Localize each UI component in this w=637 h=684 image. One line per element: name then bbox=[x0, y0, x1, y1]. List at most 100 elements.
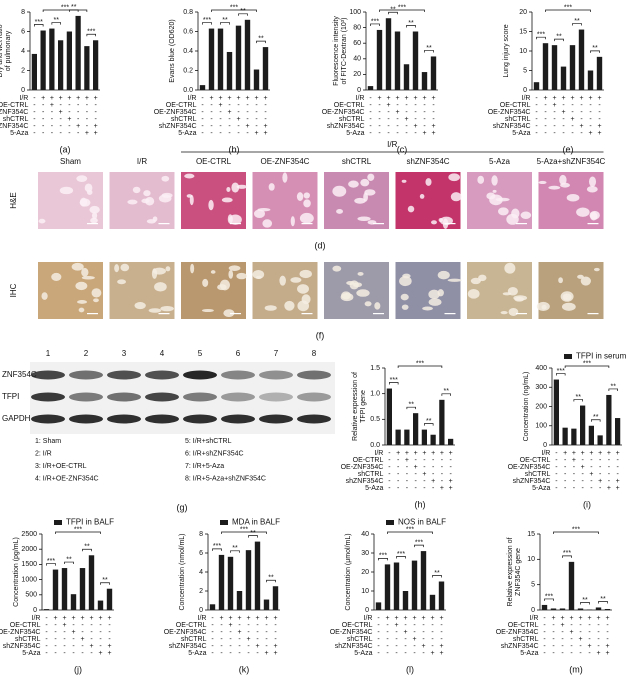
condition-sign: - bbox=[63, 629, 66, 636]
condition-sign: - bbox=[265, 629, 268, 636]
blot-band bbox=[183, 414, 217, 424]
bar bbox=[384, 564, 391, 610]
alveolus bbox=[374, 302, 381, 310]
lane-label: 5 bbox=[198, 349, 203, 358]
condition-sign: - bbox=[264, 116, 267, 123]
condition-sign: + bbox=[563, 450, 567, 457]
alveolus bbox=[231, 182, 240, 193]
y-tick-label: 200 bbox=[535, 403, 547, 410]
lane-legend: 5: I/R+shCTRL bbox=[185, 438, 232, 445]
alveolus bbox=[401, 179, 407, 183]
y-tick-label: 0.4 bbox=[183, 48, 193, 55]
condition-sign: - bbox=[377, 650, 380, 657]
condition-label: OE-ZNF354C bbox=[496, 629, 539, 636]
condition-label: shZNF354C bbox=[159, 123, 197, 130]
blot-band bbox=[297, 414, 331, 424]
alveolus bbox=[59, 186, 74, 195]
scale-bar bbox=[230, 223, 241, 225]
bar bbox=[586, 609, 593, 610]
bar bbox=[31, 53, 37, 90]
alveolus bbox=[299, 269, 312, 279]
condition-sign: - bbox=[589, 123, 592, 130]
condition-sign: - bbox=[45, 650, 48, 657]
alveolus bbox=[282, 172, 288, 183]
condition-sign: - bbox=[616, 471, 619, 478]
lane-legend: 7: I/R+5-Aza bbox=[185, 463, 224, 470]
condition-sign: - bbox=[388, 471, 391, 478]
condition-label: 5-Aza bbox=[532, 485, 550, 492]
y-tick-label: 0.5 bbox=[370, 416, 380, 423]
significance-label: *** bbox=[397, 551, 405, 558]
alveolus bbox=[148, 308, 162, 313]
condition-sign: - bbox=[423, 109, 426, 116]
y-axis-label: ZNF354C gene bbox=[515, 548, 522, 596]
alveolus bbox=[89, 205, 100, 214]
significance-label: ** bbox=[426, 45, 432, 52]
y-axis-label: Fluorescence intensity bbox=[333, 16, 340, 86]
condition-sign: + bbox=[569, 629, 573, 636]
y-tick-label: 20 bbox=[353, 71, 361, 78]
alveolus bbox=[161, 175, 170, 182]
bar bbox=[580, 405, 586, 445]
bar bbox=[411, 560, 418, 610]
lane-legend: 6: I/R+shZNF354C bbox=[185, 450, 244, 457]
condition-sign: - bbox=[579, 629, 582, 636]
condition-sign: - bbox=[229, 636, 232, 643]
y-tick-label: 1.5 bbox=[370, 365, 380, 372]
scale-bar bbox=[87, 313, 98, 315]
condition-sign: - bbox=[51, 109, 54, 116]
lane-label: 4 bbox=[160, 349, 165, 358]
alveolus bbox=[228, 269, 234, 279]
y-tick-label: 0.2 bbox=[183, 67, 193, 74]
condition-sign: - bbox=[42, 116, 45, 123]
y-tick-label: 10 bbox=[519, 48, 527, 55]
condition-label: OE-CTRL bbox=[334, 102, 365, 109]
significance-label: ** bbox=[240, 8, 246, 15]
condition-label: shCTRL bbox=[347, 636, 373, 643]
condition-sign: - bbox=[237, 123, 240, 130]
alveolus bbox=[500, 310, 508, 315]
condition-sign: - bbox=[616, 464, 619, 471]
bar bbox=[208, 28, 215, 90]
y-tick-label: 20 bbox=[361, 569, 369, 576]
bar bbox=[244, 19, 251, 90]
condition-sign: - bbox=[543, 622, 546, 629]
condition-sign: - bbox=[68, 102, 71, 109]
condition-sign: + bbox=[107, 650, 111, 657]
condition-sign: + bbox=[98, 650, 102, 657]
lane-label: 8 bbox=[312, 349, 317, 358]
alveolus bbox=[297, 284, 309, 294]
alveolus bbox=[492, 189, 497, 193]
significance-label: *** bbox=[390, 377, 398, 384]
condition-sign: + bbox=[254, 95, 258, 102]
condition-sign: - bbox=[108, 629, 111, 636]
condition-sign: + bbox=[107, 643, 111, 650]
condition-sign: - bbox=[414, 130, 417, 137]
condition-sign: - bbox=[256, 622, 259, 629]
condition-sign: - bbox=[63, 643, 66, 650]
condition-sign: - bbox=[590, 478, 593, 485]
condition-sign: - bbox=[72, 636, 75, 643]
alveolus bbox=[580, 276, 591, 286]
bar bbox=[61, 568, 68, 610]
condition-sign: - bbox=[599, 457, 602, 464]
condition-sign: - bbox=[256, 650, 259, 657]
condition-sign: - bbox=[580, 116, 583, 123]
condition-label: OE-CTRL bbox=[176, 622, 207, 629]
condition-sign: + bbox=[579, 95, 583, 102]
condition-sign: - bbox=[570, 636, 573, 643]
blot-row-label: ZNF354C bbox=[2, 370, 37, 379]
condition-sign: + bbox=[605, 650, 609, 657]
tissue-image bbox=[324, 262, 389, 319]
bar bbox=[569, 45, 576, 90]
bar bbox=[596, 56, 603, 90]
condition-sign: - bbox=[544, 130, 547, 137]
significance-label: *** bbox=[35, 19, 43, 26]
condition-sign: + bbox=[228, 622, 232, 629]
condition-sign: - bbox=[599, 464, 602, 471]
condition-sign: + bbox=[588, 130, 592, 137]
condition-sign: - bbox=[405, 123, 408, 130]
condition-sign: - bbox=[220, 650, 223, 657]
significance-label: *** bbox=[406, 526, 414, 533]
condition-sign: - bbox=[220, 643, 223, 650]
